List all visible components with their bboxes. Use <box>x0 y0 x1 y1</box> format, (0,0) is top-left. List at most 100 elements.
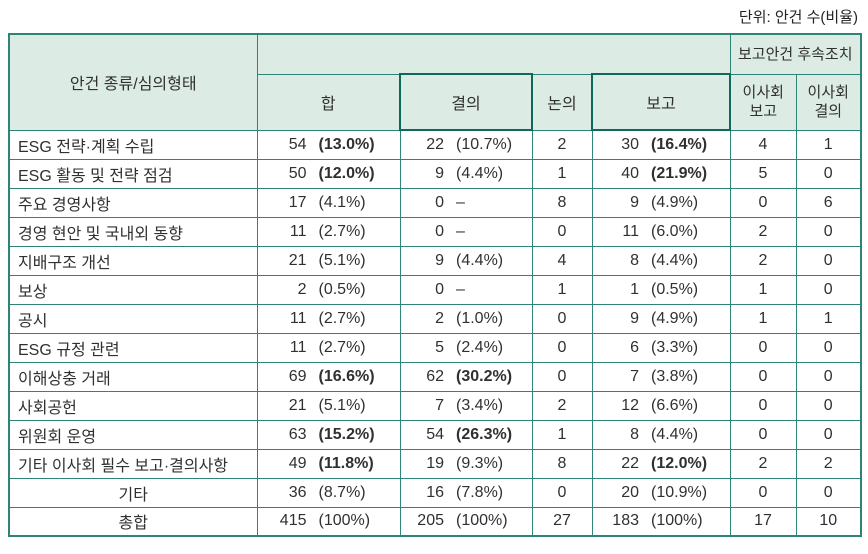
cell-count: 50 <box>288 164 307 182</box>
cell-board-report: 1 <box>729 274 797 305</box>
cell-ratio: (16.6%) <box>318 367 375 385</box>
cell-report: 9 (4.9%) <box>591 303 731 334</box>
cell-board-report: 2 <box>729 216 797 247</box>
cell-ratio: (9.3%) <box>456 454 504 472</box>
cell-report: 22 (12.0%) <box>591 448 731 479</box>
cell-count: 9 <box>435 251 444 269</box>
cell-count: 54 <box>288 135 307 153</box>
value-with-ratio: 9 (4.4%) <box>401 252 532 270</box>
cell-board-report: 0 <box>729 187 797 218</box>
value-with-ratio: 21 (5.1%) <box>258 397 400 415</box>
value-with-ratio: 19 (9.3%) <box>401 455 532 473</box>
cell-board-resolution: 1 <box>795 303 862 334</box>
cell-count: 22 <box>426 135 444 153</box>
table-body: ESG 전략·계획 수립 54 (13.0%) 22 (10.7%) 2 30 (16.4%)… <box>8 129 862 537</box>
header-board-report: 이사회 보고 <box>729 73 797 131</box>
value-with-ratio: 40 (21.9%) <box>593 165 730 183</box>
cell-ratio: (13.0%) <box>318 135 375 153</box>
cell-ratio: (5.1%) <box>318 251 366 269</box>
cell-total: 54 (13.0%) <box>256 129 401 160</box>
cell-board-resolution: 1 <box>795 129 862 160</box>
table-row: 주요 경영사항 17 (4.1%) 0–8 9 (4.9%) 0 6 <box>8 187 862 218</box>
cell-count: 415 <box>279 512 307 530</box>
cell-total: 21 (5.1%) <box>256 245 401 276</box>
cell-count: 205 <box>417 512 444 530</box>
cell-count: 54 <box>426 425 444 443</box>
cell-board-report: 5 <box>729 158 797 189</box>
cell-total: 21 (5.1%) <box>256 390 401 421</box>
row-label: 보상 <box>8 274 258 305</box>
row-label: 총합 <box>8 506 258 537</box>
table-row: 이해상충 거래 69 (16.6%) 62 (30.2%) 0 7 (3.8%) 0 0 <box>8 361 862 392</box>
table-row: 경영 현안 및 국내외 동향 11 (2.7%) 0–0 11 (6.0%) 2 0 <box>8 216 862 247</box>
table-header: 안건 종류/심의형태 보고안건 후속조치 합 결의 논의 보고 이사회 보고 이… <box>8 33 862 131</box>
cell-resolution: 9 (4.4%) <box>399 158 533 189</box>
cell-ratio: (0.5%) <box>318 280 366 298</box>
cell-ratio: (2.7%) <box>318 309 366 327</box>
cell-discussion: 1 <box>531 158 593 189</box>
value-with-ratio: 20 (10.9%) <box>593 484 730 502</box>
cell-resolution: 0– <box>399 274 533 305</box>
cell-board-resolution: 0 <box>795 245 862 276</box>
table-row: 지배구조 개선 21 (5.1%) 9 (4.4%) 4 8 (4.4%) 2 0 <box>8 245 862 276</box>
cell-ratio: (2.4%) <box>456 338 504 356</box>
cell-ratio: – <box>456 193 465 211</box>
cell-board-resolution: 10 <box>795 506 862 537</box>
table-row: 보상 2 (0.5%) 0–1 1 (0.5%) 1 0 <box>8 274 862 305</box>
value-with-ratio: 0– <box>401 194 532 212</box>
cell-board-resolution: 0 <box>795 332 862 363</box>
cell-count: 183 <box>612 512 639 530</box>
cell-report: 7 (3.8%) <box>591 361 731 392</box>
row-label: 기타 이사회 필수 보고·결의사항 <box>8 448 258 479</box>
cell-ratio: (2.7%) <box>318 222 366 240</box>
cell-board-report: 0 <box>729 419 797 450</box>
unit-label: 단위: 안건 수(비율) <box>738 9 858 26</box>
table-row: ESG 전략·계획 수립 54 (13.0%) 22 (10.7%) 2 30 (16.4%)… <box>8 129 862 160</box>
header-resolution: 결의 <box>399 73 533 131</box>
value-with-ratio: 1 (0.5%) <box>593 281 730 299</box>
cell-count: 16 <box>426 483 444 501</box>
cell-count: 40 <box>621 164 639 182</box>
cell-count: 21 <box>288 396 307 414</box>
cell-report: 183 (100%) <box>591 506 731 537</box>
table-row: ESG 활동 및 전략 점검 50 (12.0%) 9 (4.4%) 1 40 (21.9%)… <box>8 158 862 189</box>
cell-resolution: 0– <box>399 187 533 218</box>
cell-count: 30 <box>621 135 639 153</box>
value-with-ratio: 11 (2.7%) <box>258 310 400 328</box>
cell-ratio: (10.7%) <box>456 135 513 153</box>
cell-count: 12 <box>621 396 639 414</box>
cell-count: 8 <box>630 425 639 443</box>
value-with-ratio: 49 (11.8%) <box>258 455 400 473</box>
cell-resolution: 9 (4.4%) <box>399 245 533 276</box>
cell-count: 69 <box>288 367 307 385</box>
value-with-ratio: 69 (16.6%) <box>258 368 400 386</box>
cell-board-report: 0 <box>729 477 797 508</box>
cell-ratio: (8.7%) <box>318 483 366 501</box>
cell-discussion: 2 <box>531 390 593 421</box>
cell-discussion: 0 <box>531 361 593 392</box>
cell-count: 36 <box>288 483 307 501</box>
cell-board-resolution: 6 <box>795 187 862 218</box>
value-with-ratio: 36 (8.7%) <box>258 484 400 502</box>
cell-board-report: 2 <box>729 245 797 276</box>
cell-board-report: 1 <box>729 303 797 334</box>
cell-count: 21 <box>288 251 307 269</box>
page: 단위: 안건 수(비율) 안건 종류/심의형태 보고안건 후속조치 합 결의 논… <box>8 9 863 537</box>
cell-board-resolution: 0 <box>795 477 862 508</box>
cell-ratio: (0.5%) <box>651 280 699 298</box>
cell-ratio: (4.4%) <box>456 251 504 269</box>
header-total: 합 <box>256 73 401 131</box>
cell-board-resolution: 0 <box>795 390 862 421</box>
cell-report: 20 (10.9%) <box>591 477 731 508</box>
value-with-ratio: 8 (4.4%) <box>593 426 730 444</box>
cell-count: 11 <box>289 338 307 356</box>
cell-ratio: (100%) <box>318 512 371 530</box>
table-row: 사회공헌 21 (5.1%) 7 (3.4%) 2 12 (6.6%) 0 0 <box>8 390 862 421</box>
cell-count: 2 <box>297 280 307 298</box>
value-with-ratio: 11 (2.7%) <box>258 339 400 357</box>
cell-total: 63 (15.2%) <box>256 419 401 450</box>
cell-ratio: (4.4%) <box>651 425 699 443</box>
cell-count: 5 <box>435 338 444 356</box>
cell-board-report: 17 <box>729 506 797 537</box>
row-label: 공시 <box>8 303 258 334</box>
